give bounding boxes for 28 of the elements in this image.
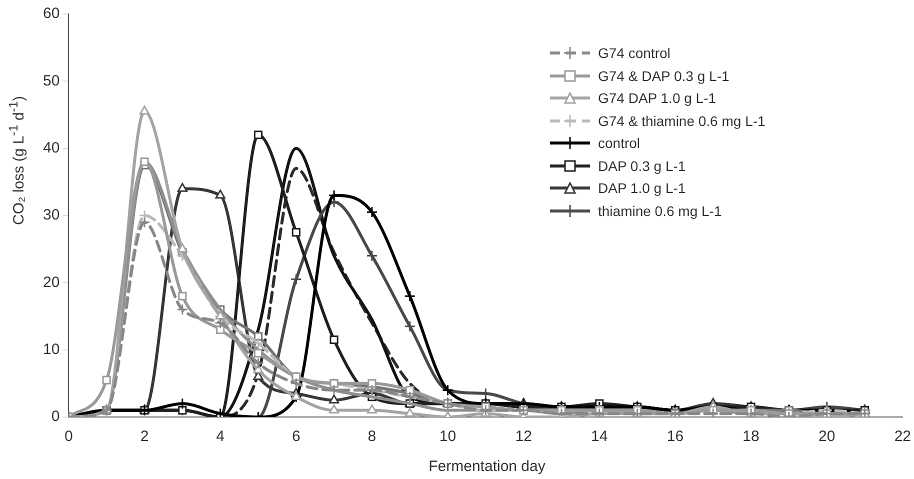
x-tick-label: 10 <box>439 428 456 446</box>
x-tick-label: 2 <box>140 428 149 446</box>
y-tick-label: 50 <box>42 72 60 90</box>
legend-label: control <box>598 135 640 152</box>
legend-label: DAP 1.0 g L-1 <box>598 180 686 196</box>
legend-label: thiamine 0.6 mg L-1 <box>598 202 722 219</box>
x-tick-label: 22 <box>894 428 911 446</box>
y-tick-label: 30 <box>42 206 60 224</box>
x-tick-label: 16 <box>666 428 684 446</box>
x-tick-label: 12 <box>515 428 532 446</box>
y-tick-label: 20 <box>42 274 60 291</box>
legend-label: G74 DAP 1.0 g L-1 <box>598 90 716 106</box>
legend-label: DAP 0.3 g L-1 <box>598 158 686 174</box>
legend-label: G74 & DAP 0.3 g L-1 <box>598 68 730 84</box>
x-tick-label: 0 <box>64 428 73 446</box>
y-tick-label: 60 <box>42 5 60 22</box>
x-tick-label: 18 <box>742 428 760 446</box>
x-tick-label: 20 <box>818 428 836 446</box>
x-tick-label: 14 <box>591 428 608 446</box>
x-tick-label: 4 <box>216 428 224 446</box>
x-tick-label: 6 <box>292 428 300 446</box>
x-tick-label: 8 <box>368 428 376 446</box>
legend-label: G74 control <box>598 45 670 62</box>
y-tick-label: 10 <box>42 340 60 358</box>
y-tick-label: 0 <box>51 408 60 426</box>
y-tick-label: 40 <box>42 139 60 156</box>
x-axis-title: Fermentation day <box>428 458 546 475</box>
legend-label: G74 & thiamine 0.6 mg L-1 <box>598 112 766 129</box>
